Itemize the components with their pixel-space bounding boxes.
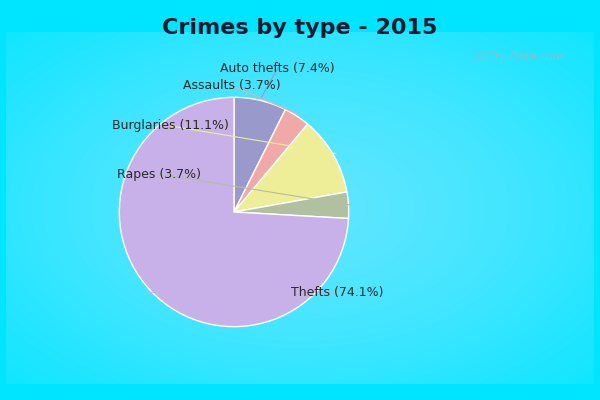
Text: Burglaries (11.1%): Burglaries (11.1%) [112, 120, 229, 132]
Wedge shape [119, 97, 349, 327]
Wedge shape [234, 110, 308, 212]
Text: Assaults (3.7%): Assaults (3.7%) [183, 79, 281, 92]
Text: Thefts (74.1%): Thefts (74.1%) [291, 286, 383, 299]
Wedge shape [234, 97, 286, 212]
Text: @City-Data.com: @City-Data.com [473, 52, 564, 62]
Text: Auto thefts (7.4%): Auto thefts (7.4%) [220, 62, 335, 75]
Text: Rapes (3.7%): Rapes (3.7%) [118, 168, 202, 181]
Text: Crimes by type - 2015: Crimes by type - 2015 [163, 18, 437, 38]
Wedge shape [234, 124, 347, 212]
Wedge shape [234, 192, 349, 218]
